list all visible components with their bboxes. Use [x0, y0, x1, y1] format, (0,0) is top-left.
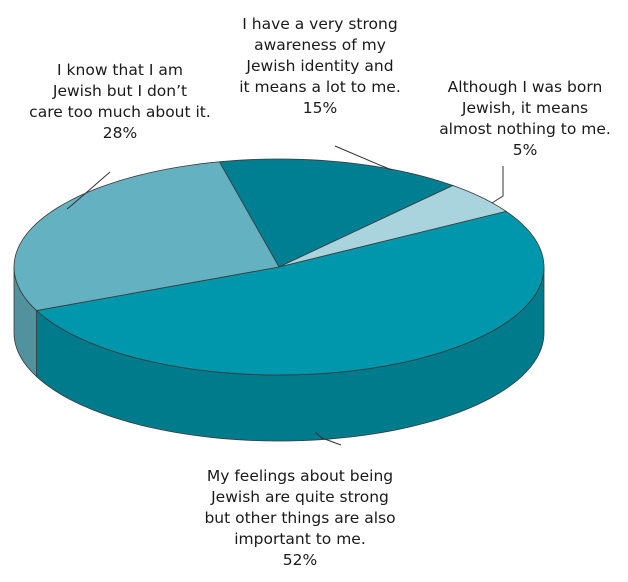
label-strong-line-2: awareness of my — [254, 36, 386, 54]
label-strong-pct: 15% — [302, 99, 338, 117]
label-strong-line-4: it means a lot to me. — [239, 78, 401, 96]
label-nothing-line-2: Jewish, it means — [461, 99, 589, 117]
label-dontcare-pct: 28% — [102, 124, 138, 142]
label-quite-line-4: important to me. — [234, 530, 366, 548]
leader-dontcare — [66, 171, 111, 210]
leader-lines — [66, 145, 504, 446]
label-quite-pct: 52% — [282, 551, 318, 569]
pie-slice-3 — [13, 161, 280, 312]
pie-tops — [13, 158, 545, 376]
label-nothing-line-1: Although I was born — [447, 78, 603, 96]
label-quite-line-1: My feelings about being — [206, 467, 394, 485]
leader-quite — [314, 431, 342, 446]
label-nothing: Although I was born Jewish, it means alm… — [430, 77, 620, 161]
pie-slice-2 — [35, 210, 545, 376]
label-dontcare-line-3: care too much about it. — [29, 103, 211, 121]
label-dontcare: I know that I am Jewish but I don’t care… — [10, 60, 230, 144]
label-strong-line-1: I have a very strong — [242, 15, 398, 33]
label-nothing-pct: 5% — [512, 141, 538, 159]
label-dontcare-line-2: Jewish but I don’t — [52, 82, 188, 100]
label-quite-line-2: Jewish are quite strong — [211, 488, 389, 506]
leader-nothing — [491, 166, 504, 204]
label-dontcare-line-1: I know that I am — [57, 61, 183, 79]
pie-slice-0 — [218, 158, 454, 268]
label-nothing-line-3: almost nothing to me. — [439, 120, 611, 138]
label-quite: My feelings about being Jewish are quite… — [180, 466, 420, 571]
leader-strong — [334, 145, 393, 171]
pie-slice-1 — [278, 185, 508, 268]
label-strong: I have a very strong awareness of my Jew… — [210, 14, 430, 119]
label-strong-line-3: Jewish identity and — [246, 57, 394, 75]
label-quite-line-3: but other things are also — [204, 509, 396, 527]
